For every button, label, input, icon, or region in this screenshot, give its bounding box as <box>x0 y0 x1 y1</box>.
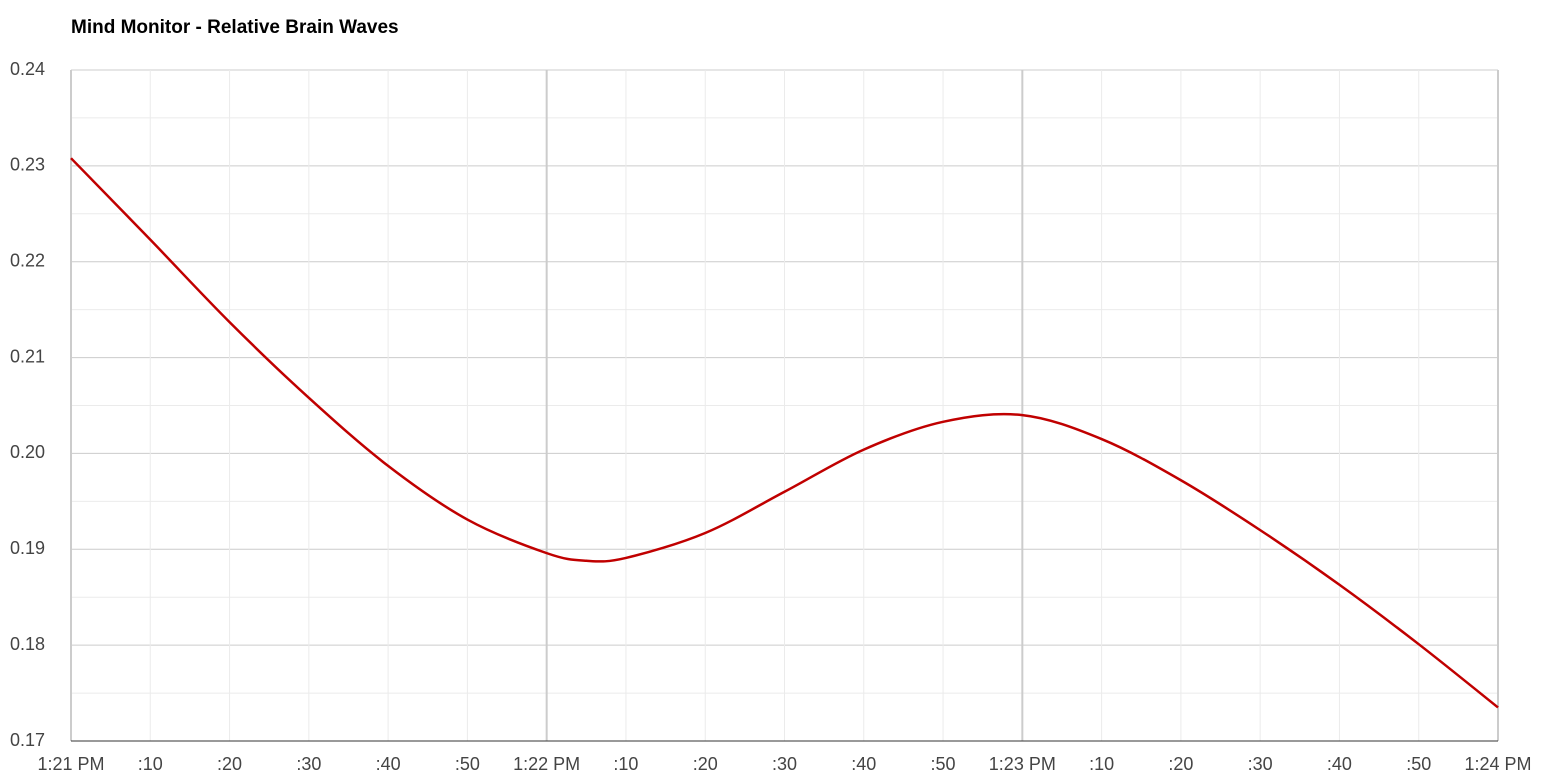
x-tick-label: :50 <box>931 754 956 774</box>
y-tick-label: 0.20 <box>10 442 45 462</box>
x-tick-label: 1:24 PM <box>1464 754 1531 774</box>
x-tick-label: 1:21 PM <box>37 754 104 774</box>
x-tick-label: :20 <box>693 754 718 774</box>
x-tick-label: :50 <box>1406 754 1431 774</box>
y-tick-label: 0.21 <box>10 346 45 366</box>
y-tick-label: 0.24 <box>10 59 45 79</box>
chart-title: Mind Monitor - Relative Brain Waves <box>71 17 399 38</box>
y-tick-label: 0.18 <box>10 634 45 654</box>
x-tick-label: :40 <box>376 754 401 774</box>
x-tick-label: 1:22 PM <box>513 754 580 774</box>
x-tick-label: :30 <box>1248 754 1273 774</box>
x-tick-label: :30 <box>296 754 321 774</box>
x-tick-label: :20 <box>1168 754 1193 774</box>
x-tick-label: :10 <box>138 754 163 774</box>
data-line <box>70 157 1499 709</box>
x-tick-label: :40 <box>851 754 876 774</box>
y-tick-label: 0.19 <box>10 538 45 558</box>
x-tick-label: :20 <box>217 754 242 774</box>
x-tick-label: :40 <box>1327 754 1352 774</box>
x-tick-label: 1:23 PM <box>989 754 1056 774</box>
x-tick-label: :30 <box>772 754 797 774</box>
y-tick-label: 0.23 <box>10 155 45 175</box>
y-tick-label: 0.22 <box>10 250 45 270</box>
x-tick-label: :10 <box>613 754 638 774</box>
y-tick-label: 0.17 <box>10 730 45 750</box>
x-tick-label: :50 <box>455 754 480 774</box>
x-tick-label: :10 <box>1089 754 1114 774</box>
